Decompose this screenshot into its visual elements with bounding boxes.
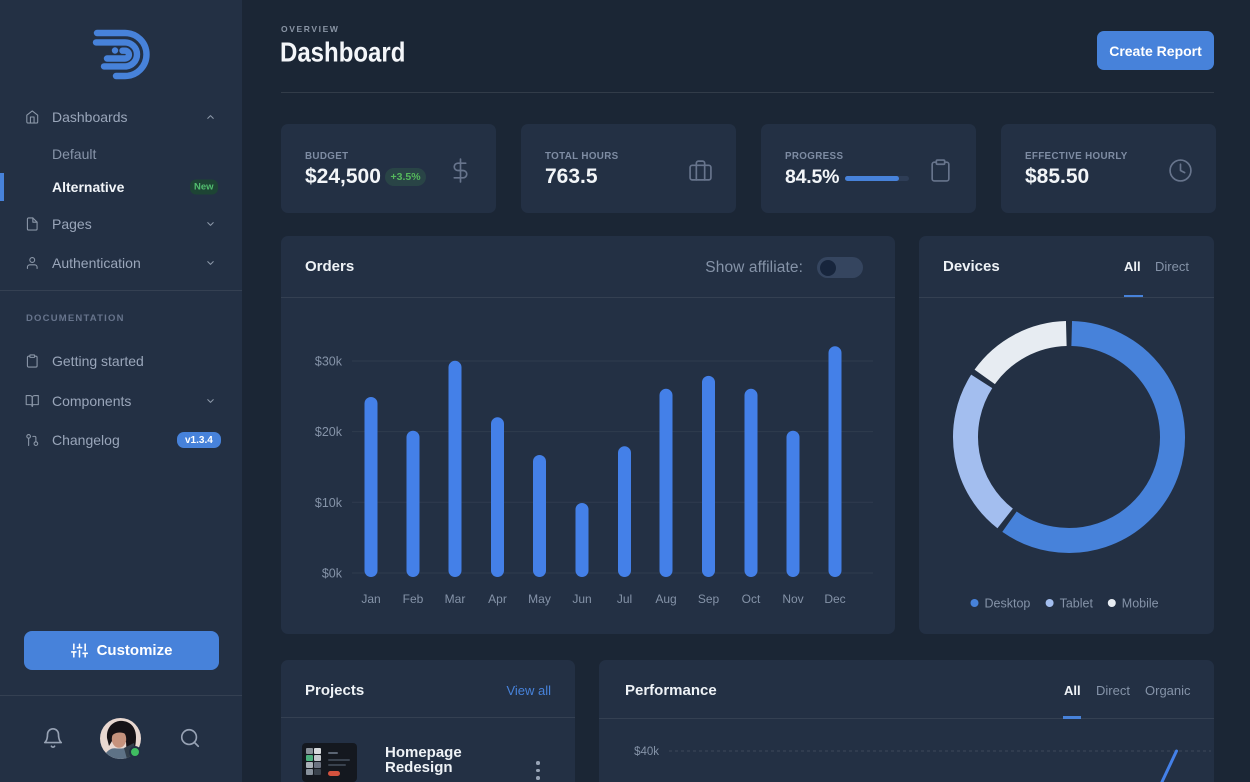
svg-text:$10k: $10k: [315, 496, 343, 510]
svg-text:Dec: Dec: [824, 592, 845, 606]
svg-text:Apr: Apr: [488, 592, 507, 606]
svg-text:Tablet: Tablet: [1060, 597, 1094, 611]
svg-text:Aug: Aug: [655, 592, 676, 606]
svg-text:Nov: Nov: [782, 592, 803, 606]
svg-text:Sep: Sep: [698, 592, 720, 606]
svg-text:Jun: Jun: [572, 592, 591, 606]
svg-text:$40k: $40k: [634, 746, 659, 758]
svg-text:Jul: Jul: [617, 592, 632, 606]
svg-text:$0k: $0k: [322, 567, 343, 581]
svg-text:$30k: $30k: [315, 355, 343, 369]
svg-text:Desktop: Desktop: [985, 597, 1031, 611]
svg-text:Mobile: Mobile: [1122, 597, 1159, 611]
svg-text:Feb: Feb: [403, 592, 424, 606]
svg-text:Mar: Mar: [445, 592, 466, 606]
svg-text:$20k: $20k: [315, 425, 343, 439]
svg-text:Jan: Jan: [361, 592, 380, 606]
svg-text:Oct: Oct: [742, 592, 761, 606]
svg-text:May: May: [528, 592, 551, 606]
